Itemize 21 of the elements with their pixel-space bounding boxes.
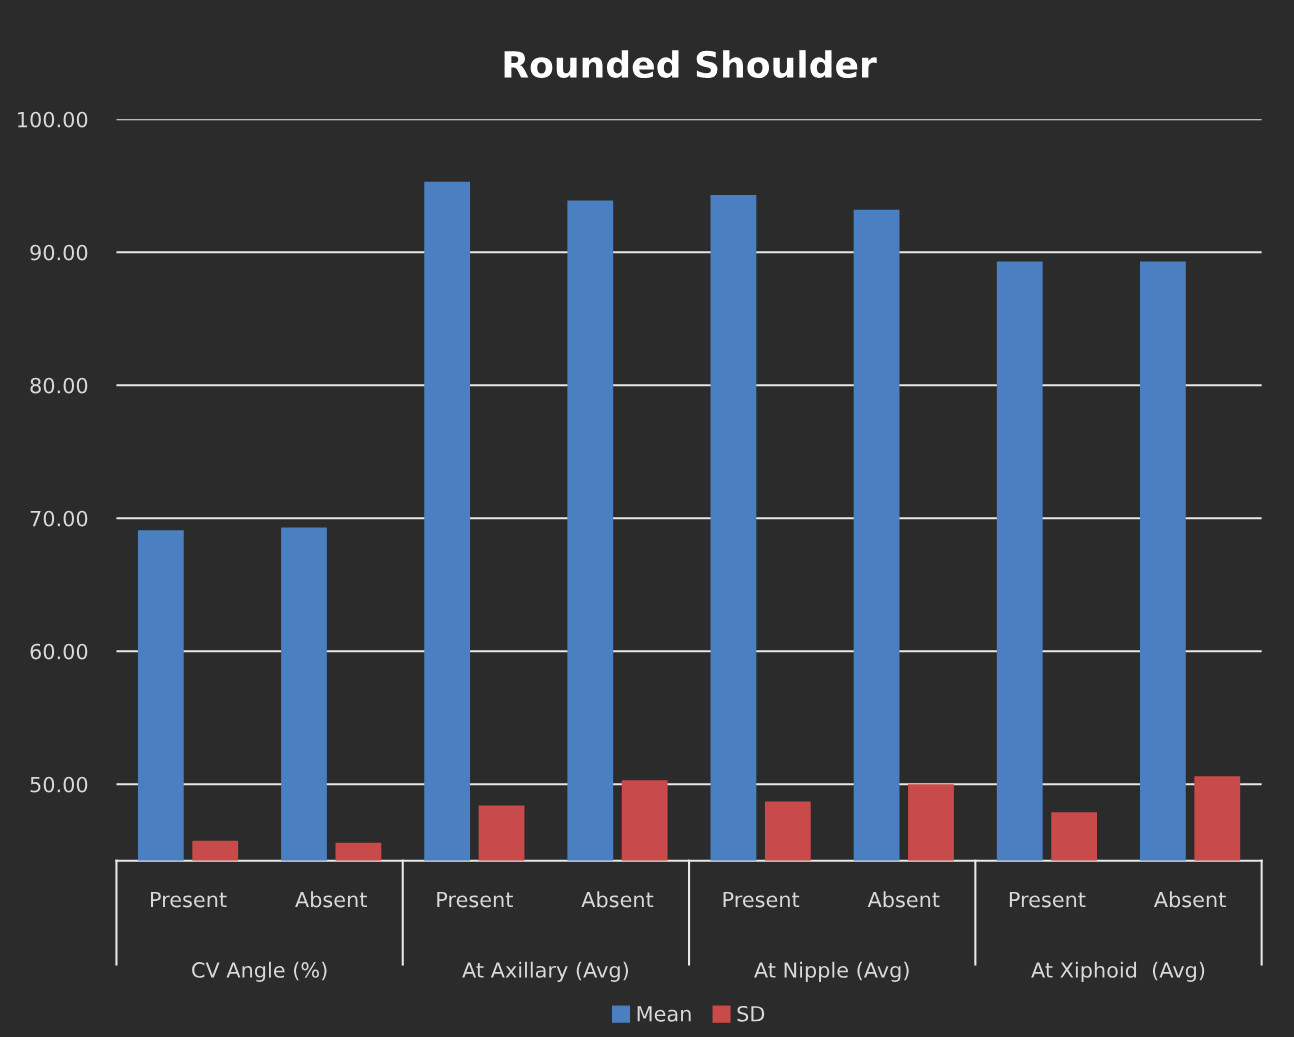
chart-title: Rounded Shoulder: [504, 50, 877, 79]
x-tick-label: Absent: [867, 891, 940, 908]
text: At Axillary (Avg): [462, 961, 628, 982]
x-tick-label: Absent: [581, 891, 654, 908]
x-tick-label: Present: [723, 891, 800, 908]
y-tick-label: 100.00: [18, 111, 88, 128]
x-tick-label: Present: [437, 891, 513, 908]
legend-label: Mean: [637, 1006, 691, 1022]
y-tick-label: 50.00: [30, 776, 88, 793]
x-tick-label: Present: [1009, 891, 1086, 908]
legend-label: SD: [737, 1005, 765, 1022]
y-tick-label: 70.00: [30, 510, 88, 527]
x-tick-label: Absent: [295, 891, 367, 908]
text: CV Angle (%): [192, 961, 327, 982]
text: At Xiphoid (Avg): [1031, 961, 1205, 982]
x-tick-label: Present: [151, 891, 227, 908]
x-tick-label: Absent: [1153, 891, 1226, 908]
text: At Nipple (Avg): [754, 961, 909, 982]
y-tick-label: 80.00: [30, 377, 88, 394]
y-tick-label: 90.00: [30, 244, 88, 261]
y-tick-label: 60.00: [30, 643, 88, 660]
